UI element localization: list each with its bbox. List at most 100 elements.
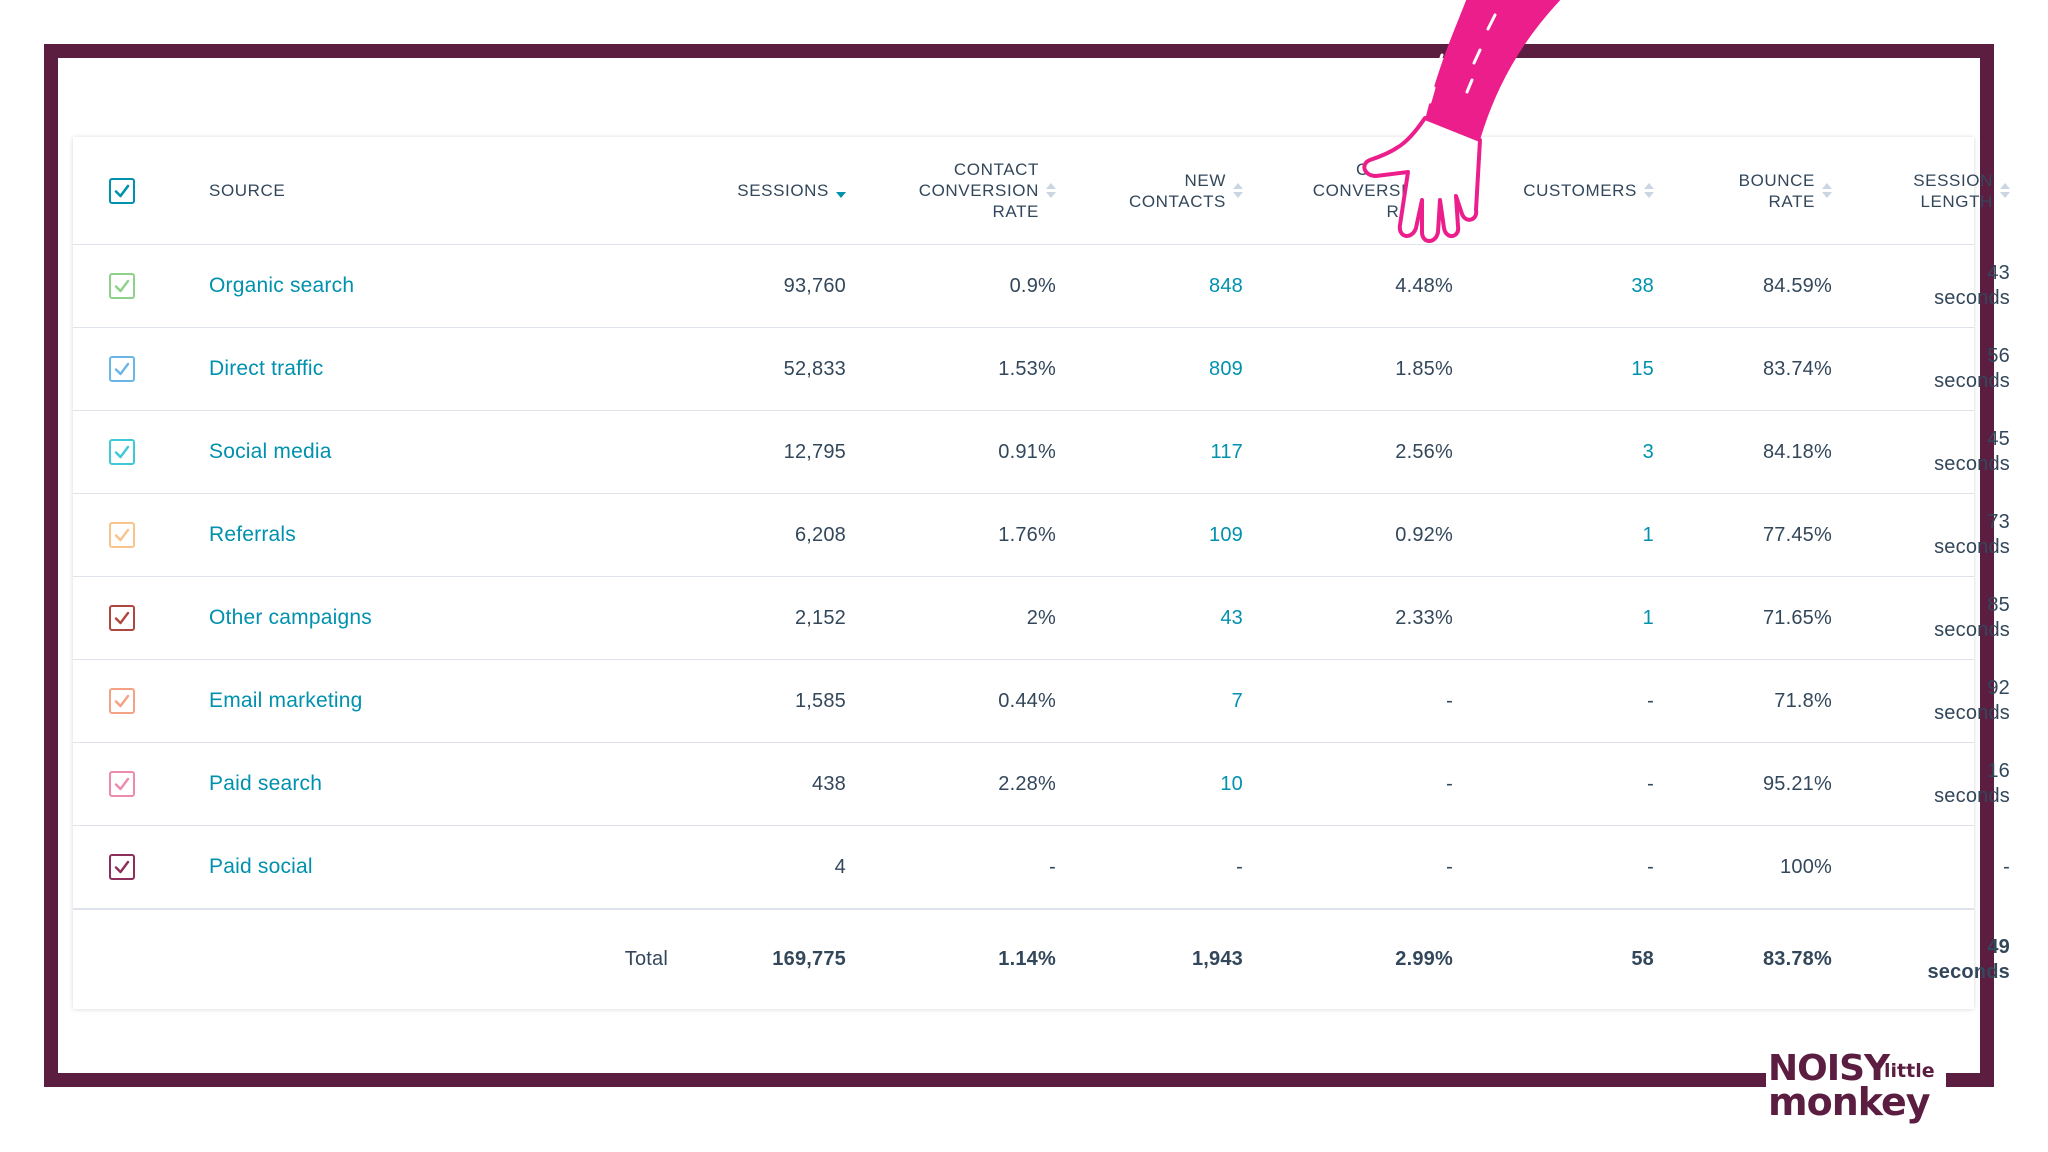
row-checkbox[interactable] — [109, 771, 135, 797]
checkmark-icon — [114, 279, 130, 293]
new-contacts-cell-value[interactable]: 109 — [1209, 523, 1243, 546]
source-cell: Paid social — [209, 826, 609, 908]
bounce-rate-cell-value: 84.59% — [1762, 274, 1832, 297]
table-row: Direct traffic 52,833 1.53% 809 1.85% 15 83.7… — [73, 328, 2010, 411]
row-checkbox[interactable] — [109, 273, 135, 299]
new-contacts-cell-value[interactable]: 7 — [1231, 689, 1243, 712]
total-customer-conversion-rate: 2.99% — [1395, 948, 1453, 970]
sessions-cell: 6,208 — [633, 494, 846, 576]
customers-cell-value[interactable]: 38 — [1631, 274, 1654, 297]
sessions-cell-value: 2,152 — [794, 606, 846, 629]
session-length-cell: 85 seconds — [1934, 594, 2010, 641]
customers-cell-value[interactable]: 1 — [1642, 523, 1654, 546]
source-link[interactable]: Paid social — [209, 855, 313, 878]
column-header-source[interactable]: SOURCE — [209, 181, 286, 200]
customer-conversion-rate-cell: - — [1243, 826, 1453, 908]
customers-cell: 38 — [1453, 245, 1654, 327]
source-cell: Social media — [209, 411, 609, 493]
sessions-cell: 93,760 — [633, 245, 846, 327]
customers-cell: - — [1453, 826, 1654, 908]
bounce-rate-cell: 83.74% — [1654, 328, 1832, 410]
sessions-cell-value: 438 — [812, 772, 846, 795]
noisy-little-monkey-logo: NOISY little monkey — [1766, 1048, 1946, 1124]
row-checkbox-cell — [109, 411, 141, 493]
customers-cell-value[interactable]: 15 — [1631, 357, 1654, 380]
total-contact-conversion-rate: 1.14% — [998, 948, 1056, 970]
customer-conversion-rate-cell: 0.92% — [1243, 494, 1453, 576]
bounce-rate-cell-value: 100% — [1780, 855, 1832, 878]
row-checkbox[interactable] — [109, 605, 135, 631]
column-header-session-length[interactable]: SESSION LENGTH — [1832, 137, 2010, 244]
source-link[interactable]: Paid search — [209, 772, 323, 795]
new-contacts-cell-value[interactable]: 117 — [1210, 440, 1243, 463]
source-link[interactable]: Email marketing — [209, 689, 363, 712]
select-all-checkbox[interactable] — [109, 177, 135, 204]
customers-cell-value[interactable]: 3 — [1642, 440, 1654, 463]
contact-conversion-rate-cell: 1.53% — [846, 328, 1056, 410]
sessions-cell: 52,833 — [633, 328, 846, 410]
sessions-cell-value: 52,833 — [783, 357, 846, 380]
source-cell: Referrals — [209, 494, 609, 576]
new-contacts-cell: 10 — [1056, 743, 1243, 825]
customer-conversion-rate-cell: - — [1243, 660, 1453, 742]
table-row: Referrals 6,208 1.76% 109 0.92% 1 77.45% 73 sec… — [73, 494, 2010, 577]
contact-conversion-rate-cell: - — [846, 826, 1056, 908]
bounce-rate-cell-value: 83.74% — [1762, 357, 1832, 380]
sessions-cell: 1,585 — [633, 660, 846, 742]
row-checkbox[interactable] — [109, 439, 135, 465]
contact-conversion-rate-cell-value: 2% — [1026, 606, 1056, 629]
checkmark-icon — [114, 528, 130, 542]
customer-conversion-rate-cell: 2.33% — [1243, 577, 1453, 659]
new-contacts-cell-value[interactable]: 848 — [1209, 274, 1243, 297]
row-checkbox-cell — [109, 328, 141, 410]
table-row: Social media 12,795 0.91% 117 2.56% 3 84.18% 4… — [73, 411, 2010, 494]
row-checkbox-cell — [109, 743, 141, 825]
customer-conversion-rate-cell: 1.85% — [1243, 328, 1453, 410]
column-header-customers[interactable]: CUSTOMERS — [1453, 137, 1654, 244]
new-contacts-cell-value[interactable]: 809 — [1209, 357, 1243, 380]
column-header-bounce-rate[interactable]: BOUNCE RATE — [1654, 137, 1832, 244]
session-length-cell: 56 seconds — [1934, 345, 2010, 392]
table-header-row: SOURCE SESSIONS CONTACT CONVERSION RATE … — [73, 137, 2010, 245]
row-checkbox[interactable] — [109, 688, 135, 714]
column-header-sessions[interactable]: SESSIONS — [633, 137, 846, 244]
sort-descending-icon — [836, 183, 846, 198]
sort-icon — [1233, 183, 1243, 198]
customers-cell: 15 — [1453, 328, 1654, 410]
row-checkbox-cell — [109, 577, 141, 659]
sort-icon — [1046, 183, 1056, 198]
contact-conversion-rate-cell: 1.76% — [846, 494, 1056, 576]
sessions-cell-value: 6,208 — [794, 523, 846, 546]
source-link[interactable]: Direct traffic — [209, 357, 324, 380]
column-header-contact-conversion-rate[interactable]: CONTACT CONVERSION RATE — [846, 137, 1056, 244]
customers-cell-value: - — [1647, 855, 1654, 878]
customer-conversion-rate-cell-value: 0.92% — [1395, 523, 1453, 546]
contact-conversion-rate-cell-value: 0.9% — [1009, 274, 1056, 297]
source-link[interactable]: Referrals — [209, 523, 296, 546]
customers-cell: 3 — [1453, 411, 1654, 493]
contact-conversion-rate-cell: 0.91% — [846, 411, 1056, 493]
table-row: Paid social 4 - - - - 100% - — [73, 826, 2010, 909]
row-checkbox[interactable] — [109, 356, 135, 382]
sort-icon — [2000, 183, 2010, 198]
row-checkbox[interactable] — [109, 522, 135, 548]
customer-conversion-rate-cell: 4.48% — [1243, 245, 1453, 327]
row-checkbox[interactable] — [109, 854, 135, 880]
new-contacts-cell-value[interactable]: 43 — [1220, 606, 1243, 629]
new-contacts-cell-value[interactable]: 10 — [1220, 772, 1243, 795]
source-link[interactable]: Social media — [209, 440, 332, 463]
source-link[interactable]: Organic search — [209, 274, 355, 297]
source-link[interactable]: Other campaigns — [209, 606, 372, 629]
column-header-new-contacts[interactable]: NEW CONTACTS — [1056, 137, 1243, 244]
row-checkbox-cell — [109, 660, 141, 742]
customer-conversion-rate-cell-value: 4.48% — [1395, 274, 1453, 297]
contact-conversion-rate-cell-value: 2.28% — [998, 772, 1056, 795]
contact-conversion-rate-cell-value: 0.91% — [998, 440, 1056, 463]
customers-cell-value[interactable]: 1 — [1642, 606, 1654, 629]
contact-conversion-rate-cell: 2% — [846, 577, 1056, 659]
customers-cell: - — [1453, 743, 1654, 825]
customer-conversion-rate-cell-value: 2.56% — [1395, 440, 1453, 463]
table-total-row: Total 169,775 1.14% 1,943 2.99% 58 83.78… — [73, 909, 2010, 1009]
sort-icon — [1822, 183, 1832, 198]
table-row: Email marketing 1,585 0.44% 7 - - 71.8% 92 seco… — [73, 660, 2010, 743]
